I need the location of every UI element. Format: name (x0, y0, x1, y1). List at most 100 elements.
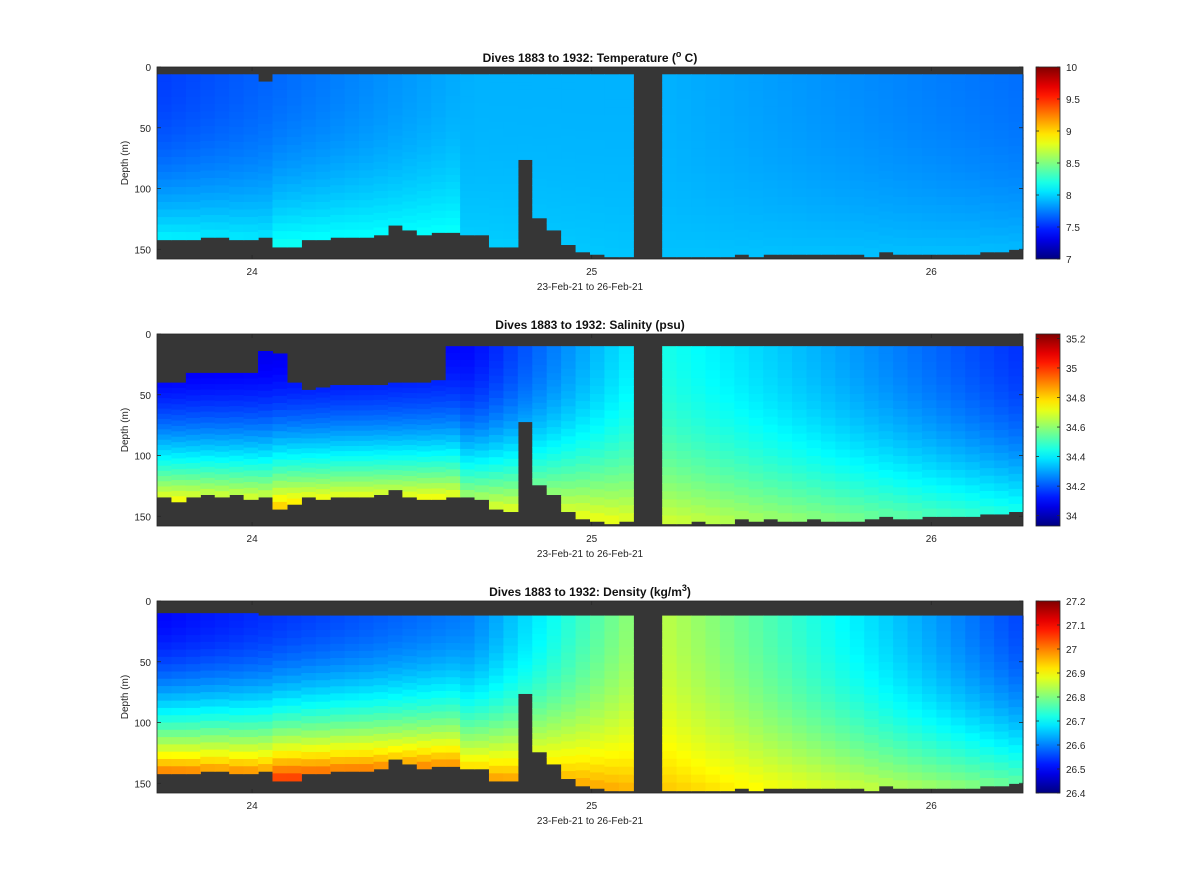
heatmap-cell (575, 692, 591, 702)
heatmap-cell (734, 662, 750, 672)
heatmap-cell (157, 486, 173, 493)
heatmap-cell (373, 699, 389, 707)
heatmap-cell (893, 631, 909, 640)
heatmap-cell (864, 655, 880, 664)
heatmap-cell (185, 656, 201, 665)
heatmap-cell (763, 503, 779, 512)
heatmap-cell (171, 425, 187, 432)
heatmap-cell (864, 416, 880, 426)
heatmap-cell (460, 161, 476, 170)
heatmap-cell (243, 459, 259, 466)
heatmap-cell (185, 758, 201, 767)
heatmap-cell (748, 240, 764, 249)
heatmap-cell (272, 660, 288, 669)
heatmap-cell (272, 705, 288, 714)
heatmap-cell (301, 448, 317, 454)
heatmap-cell (575, 203, 591, 212)
heatmap-cell (503, 97, 519, 107)
heatmap-cell (258, 173, 274, 182)
heatmap-cell (286, 168, 302, 177)
heatmap-cell (575, 393, 591, 402)
heatmap-cell (604, 157, 620, 167)
heatmap-cell (243, 686, 259, 694)
heatmap-cell (387, 156, 403, 164)
heatmap-cell (590, 646, 606, 656)
heatmap-cell (344, 476, 360, 483)
heatmap-cell (719, 206, 735, 216)
heatmap-cell (301, 687, 317, 696)
heatmap-cell (214, 763, 230, 772)
heatmap-cell (719, 132, 735, 142)
heatmap-cell (748, 115, 764, 125)
heatmap-cell (950, 485, 966, 494)
heatmap-cell (979, 361, 995, 370)
heatmap-cell (618, 417, 634, 427)
heatmap-cell (950, 717, 966, 726)
heatmap-cell (416, 719, 432, 728)
heatmap-cell (373, 469, 389, 476)
heatmap-cell (344, 650, 360, 659)
colorbar-tick-label: 26.6 (1066, 741, 1086, 752)
heatmap-cell (286, 683, 302, 692)
heatmap-cell (835, 370, 851, 379)
heatmap-cell (200, 207, 216, 216)
heatmap-cell (604, 99, 620, 109)
heatmap-cell (604, 90, 620, 100)
heatmap-cell (488, 623, 504, 632)
heatmap-cell (763, 164, 779, 173)
heatmap-cell (705, 695, 721, 704)
heatmap-cell (243, 413, 259, 420)
heatmap-cell (229, 488, 245, 495)
heatmap-cell (185, 707, 201, 716)
heatmap-cell (272, 743, 288, 752)
heatmap-cell (546, 386, 562, 394)
heatmap-cell (820, 473, 836, 482)
heatmap-cell (691, 354, 707, 363)
heatmap-cell (806, 670, 822, 679)
heatmap-cell (157, 186, 173, 196)
heatmap-cell (272, 728, 288, 737)
heatmap-cell (402, 676, 418, 684)
heatmap-cell (387, 387, 403, 393)
heatmap-cell (763, 361, 779, 371)
heatmap-cell (748, 489, 764, 498)
heatmap-cell (229, 707, 245, 716)
heatmap-cell (214, 756, 230, 765)
heatmap-cell (893, 98, 909, 108)
heatmap-cell (806, 448, 822, 457)
heatmap-cell (763, 354, 779, 363)
heatmap-cell (532, 204, 548, 212)
heatmap-cell (618, 90, 634, 100)
heatmap-cell (705, 90, 721, 100)
heatmap-cell (777, 385, 793, 395)
heatmap-cell (1008, 376, 1024, 385)
heatmap-cell (575, 369, 591, 379)
heatmap-cell (604, 346, 620, 355)
heatmap-cell (517, 650, 533, 656)
heatmap-cell (965, 508, 981, 517)
heatmap-cell (950, 772, 966, 781)
heatmap-cell (878, 114, 894, 124)
heatmap-cell (734, 385, 750, 394)
heatmap-cell (719, 362, 735, 371)
heatmap-cell (921, 709, 937, 719)
heatmap-cell (691, 433, 707, 443)
heatmap-cell (864, 726, 880, 736)
heatmap-cell (561, 667, 577, 676)
heatmap-cell (474, 394, 490, 403)
heatmap-cell (561, 213, 577, 222)
heatmap-cell (921, 772, 937, 781)
heatmap-cell (950, 615, 966, 625)
heatmap-cell (214, 126, 230, 135)
heatmap-cell (561, 112, 577, 122)
heatmap-cell (474, 692, 490, 700)
heatmap-cell (936, 725, 952, 734)
heatmap-cell (416, 671, 432, 679)
heatmap-cell (546, 346, 562, 354)
heatmap-cell (835, 385, 851, 395)
heatmap-cell (402, 74, 418, 82)
heatmap-cell (373, 629, 389, 638)
heatmap-cell (243, 171, 259, 181)
heatmap-cell (590, 237, 606, 247)
heatmap-cell (950, 123, 966, 133)
